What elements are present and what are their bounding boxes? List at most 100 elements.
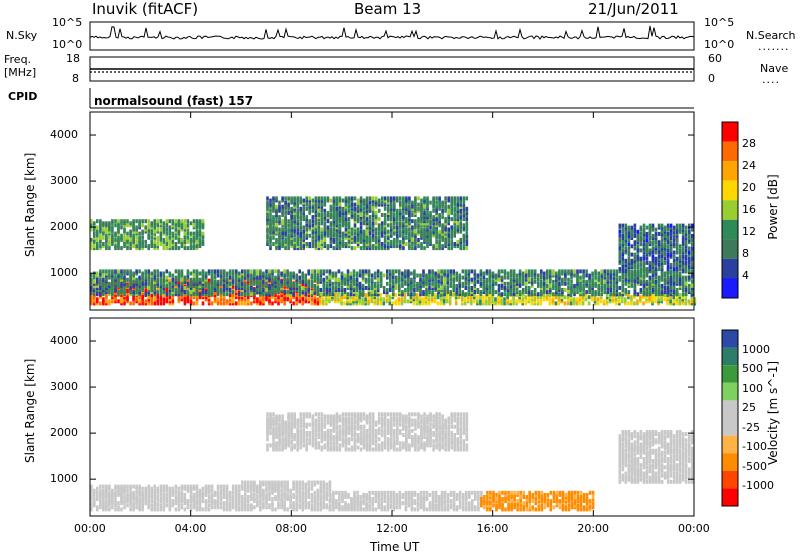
heatmap-cell <box>420 210 423 215</box>
heatmap-cell <box>427 301 431 306</box>
heatmap-cell <box>537 281 540 286</box>
heatmap-cell <box>141 301 144 306</box>
heatmap-cell <box>414 242 417 246</box>
heatmap-cell <box>322 301 325 306</box>
heatmap-cell <box>618 229 622 234</box>
heatmap-cell <box>450 233 453 238</box>
heatmap-cell <box>102 269 105 274</box>
heatmap-cell <box>135 505 138 510</box>
heatmap-cell <box>645 290 649 295</box>
heatmap-cell <box>666 275 670 280</box>
heatmap-cell <box>314 217 318 222</box>
heatmap-cell <box>435 210 438 215</box>
heatmap-cell <box>445 295 449 300</box>
heatmap-cell <box>654 286 658 290</box>
heatmap-cell <box>660 252 664 257</box>
heatmap-cell <box>373 297 376 302</box>
heatmap-cell <box>684 301 687 306</box>
heatmap-cell <box>153 225 156 230</box>
heatmap-cell <box>241 277 244 282</box>
heatmap-cell <box>567 281 570 286</box>
heatmap-cell <box>138 501 141 506</box>
heatmap-cell <box>301 293 304 298</box>
heatmap-cell <box>370 297 373 302</box>
heatmap-cell <box>639 267 643 272</box>
heatmap-cell <box>362 210 366 215</box>
heatmap-cell <box>138 275 141 280</box>
heatmap-cell <box>382 290 386 295</box>
heatmap-cell <box>238 289 241 293</box>
heatmap-cell <box>266 221 269 226</box>
heatmap-cell <box>438 196 441 201</box>
heatmap-cell <box>417 196 420 201</box>
heatmap-cell <box>512 292 516 297</box>
heatmap-cell <box>292 292 295 297</box>
heatmap-cell <box>416 273 419 278</box>
heatmap-cell <box>352 269 356 274</box>
heatmap-cell <box>277 301 280 306</box>
heatmap-cell <box>549 269 552 274</box>
heatmap-cell <box>621 290 625 295</box>
heatmap-cell <box>93 501 96 506</box>
heatmap-cell <box>347 210 351 215</box>
heatmap-cell <box>424 295 428 300</box>
heatmap-cell <box>241 269 244 274</box>
heatmap-cell <box>168 225 172 230</box>
heatmap-cell <box>651 290 655 295</box>
heatmap-cell <box>247 269 250 274</box>
heatmap-cell <box>675 250 679 255</box>
heatmap-cell <box>605 295 609 300</box>
heatmap-cell <box>482 290 486 295</box>
heatmap-cell <box>186 271 190 276</box>
heatmap-cell <box>627 295 630 300</box>
heatmap-cell <box>93 301 96 306</box>
heatmap-cell <box>320 217 324 222</box>
heatmap-cell <box>633 233 637 238</box>
heatmap-cell <box>420 219 423 224</box>
heatmap-cell <box>557 297 561 302</box>
heatmap-cell <box>612 286 616 290</box>
heatmap-cell <box>648 267 652 272</box>
heatmap-cell <box>374 231 378 236</box>
heatmap-cell <box>147 223 150 228</box>
heatmap-cell <box>201 225 205 230</box>
heatmap-cell <box>180 281 184 286</box>
heatmap-cell <box>414 221 417 226</box>
heatmap-cell <box>290 225 293 230</box>
heatmap-cell <box>389 286 392 290</box>
heatmap-cell <box>414 235 417 240</box>
heatmap-cell <box>453 233 456 238</box>
heatmap-cell <box>93 233 96 238</box>
heatmap-cell <box>540 292 543 297</box>
heatmap-cell <box>326 213 330 217</box>
heatmap-cell <box>284 244 287 249</box>
heatmap-cell <box>129 490 132 495</box>
heatmap-cell <box>314 206 318 211</box>
heatmap-cell <box>444 242 447 246</box>
heatmap-cell <box>426 213 429 217</box>
heatmap-cell <box>684 267 688 272</box>
heatmap-cell <box>672 229 676 234</box>
heatmap-cell <box>281 229 284 234</box>
heatmap-cell <box>353 206 357 211</box>
heatmap-cell <box>147 233 150 238</box>
heatmap-cell <box>578 301 582 306</box>
heatmap-cell <box>326 244 330 249</box>
heatmap-cell <box>314 229 318 234</box>
heatmap-cell <box>144 225 147 230</box>
heatmap-cell <box>479 281 483 286</box>
heatmap-cell <box>642 260 646 265</box>
heatmap-cell <box>90 297 93 302</box>
heatmap-cell <box>192 269 196 274</box>
heatmap-cell <box>102 277 105 282</box>
heatmap-cell <box>546 279 549 284</box>
heatmap-cell <box>266 235 269 240</box>
heatmap-cell <box>337 277 341 282</box>
heatmap-cell <box>353 246 357 251</box>
heatmap-cell <box>117 279 120 284</box>
heatmap-cell <box>399 229 402 234</box>
heatmap-cell <box>313 290 317 295</box>
heatmap-cell <box>231 275 235 280</box>
heatmap-cell <box>450 242 453 246</box>
heatmap-cell <box>449 277 452 282</box>
